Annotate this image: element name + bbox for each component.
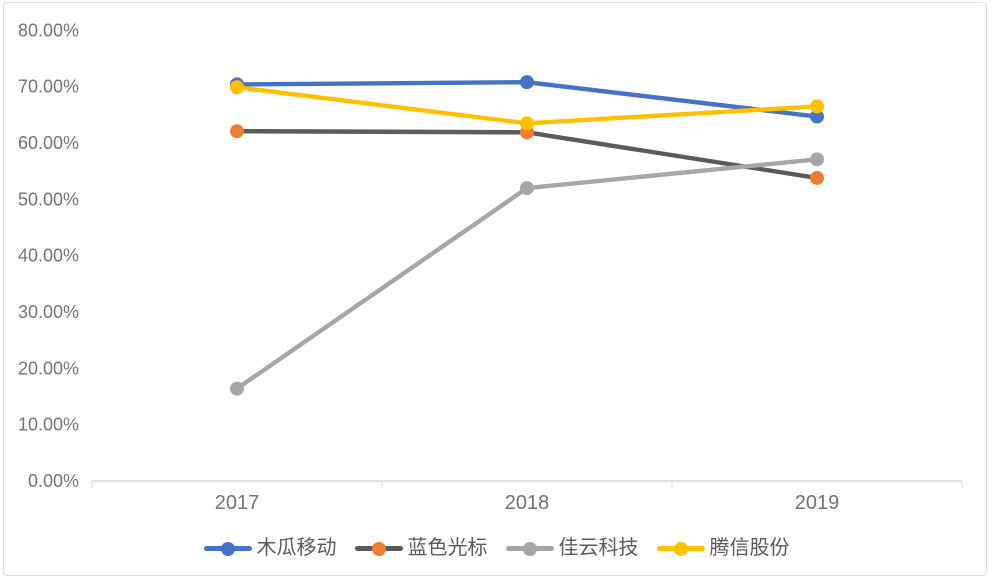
legend-item-tengxingufen[interactable]: 腾信股份 <box>656 537 790 559</box>
legend-label: 蓝色光标 <box>407 537 488 559</box>
legend-series-3-marker-icon <box>656 541 705 556</box>
data-point-marker-s0-1 <box>520 75 534 90</box>
legend-label: 腾信股份 <box>709 537 790 559</box>
y-axis-label: 80.00% <box>18 20 79 40</box>
y-axis-label: 0.00% <box>28 471 79 491</box>
legend-series-0-marker-icon <box>203 541 252 556</box>
data-point-marker-s0-2 <box>810 109 824 124</box>
data-point-marker-s3-0 <box>230 80 244 95</box>
legend-item-muguayidong[interactable]: 木瓜移动 <box>203 537 337 559</box>
x-axis-label: 2018 <box>505 492 550 514</box>
legend-label: 木瓜移动 <box>256 537 337 559</box>
y-axis-label: 50.00% <box>18 189 79 209</box>
x-axis-label: 2019 <box>795 492 840 514</box>
y-axis-label: 20.00% <box>18 358 79 378</box>
legend-item-jiayunkeji[interactable]: 佳云科技 <box>505 537 639 559</box>
x-axis-label: 2017 <box>215 492 260 514</box>
y-axis-label: 60.00% <box>18 133 79 153</box>
data-point-marker-s3-1 <box>520 116 534 131</box>
data-point-marker-s2-2 <box>810 152 824 167</box>
data-point-marker-s3-2 <box>810 99 824 114</box>
y-axis-label: 70.00% <box>18 77 79 97</box>
legend-item-lanseguangbiao[interactable]: 蓝色光标 <box>354 537 488 559</box>
legend-label: 佳云科技 <box>558 537 639 559</box>
legend-series-1-marker-icon <box>354 541 403 556</box>
data-point-marker-s1-0 <box>230 124 244 139</box>
legend: 木瓜移动 蓝色光标 佳云科技 腾信股份 <box>0 533 993 563</box>
y-axis-label: 40.00% <box>18 246 79 266</box>
y-axis-label: 30.00% <box>18 302 79 322</box>
y-axis-label: 10.00% <box>18 415 79 435</box>
data-point-marker-s2-1 <box>520 181 534 196</box>
data-point-marker-s2-0 <box>230 381 244 396</box>
legend-series-2-marker-icon <box>505 541 554 556</box>
chart-frame-border <box>3 2 987 576</box>
data-point-marker-s1-2 <box>810 170 824 185</box>
